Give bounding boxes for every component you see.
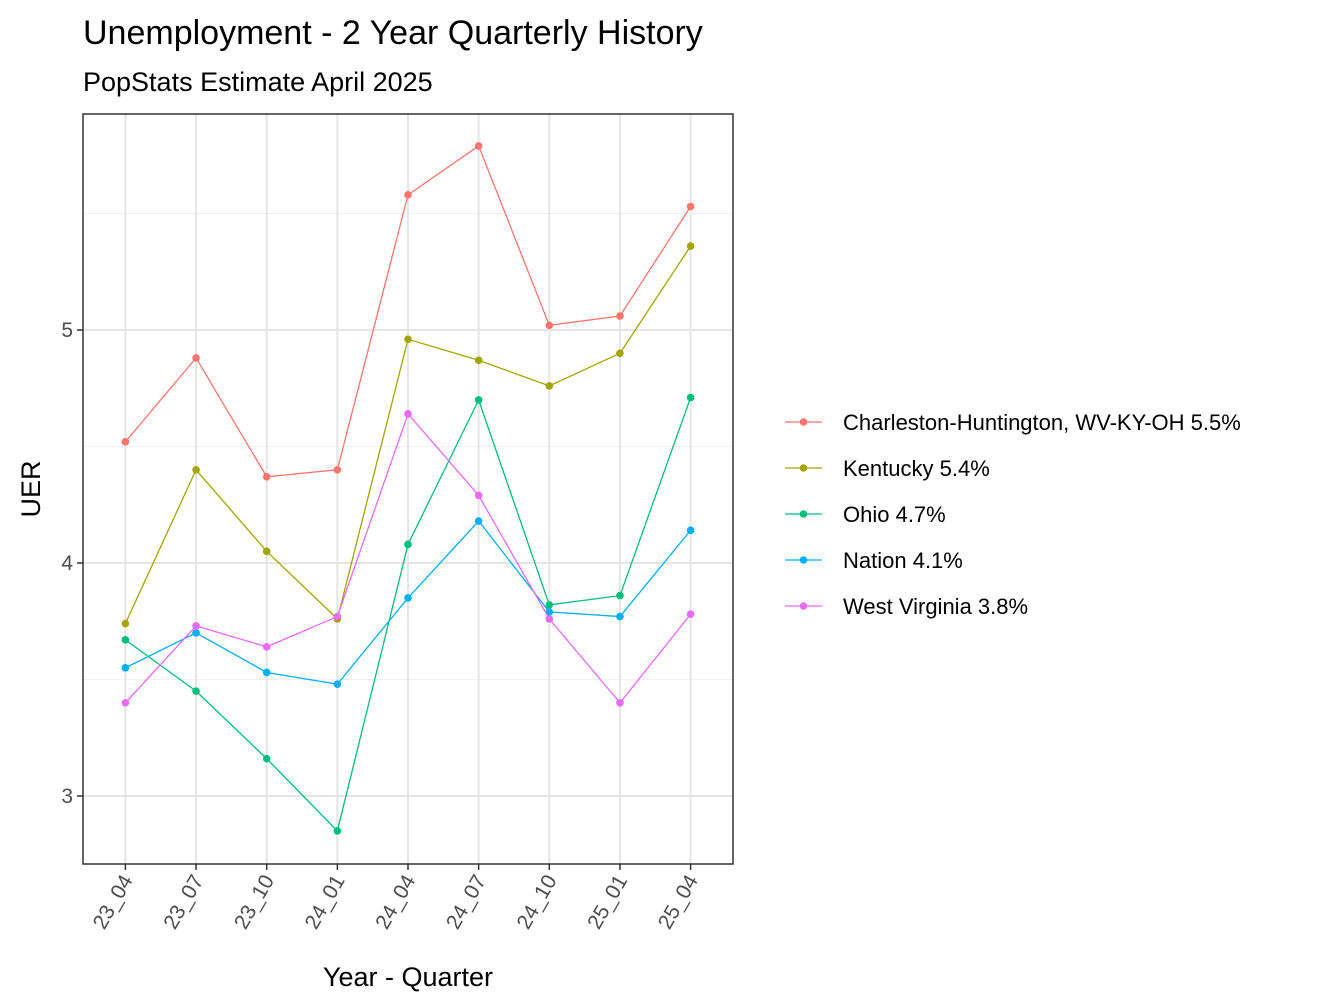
- data-point: [616, 612, 624, 621]
- data-point: [545, 382, 554, 390]
- data-point: [192, 465, 200, 474]
- data-point: [262, 472, 271, 481]
- data-point: [545, 608, 554, 616]
- data-point: [262, 754, 271, 763]
- data-point: [192, 354, 200, 362]
- legend-point: [799, 510, 808, 518]
- y-tick-label: 4: [61, 552, 73, 575]
- data-point: [474, 491, 483, 500]
- data-point: [616, 349, 624, 358]
- x-tick-label: 24_10: [513, 871, 562, 933]
- data-point: [474, 356, 483, 365]
- data-point: [474, 517, 483, 525]
- data-point: [686, 610, 695, 619]
- legend-point: [799, 418, 808, 426]
- data-point: [686, 202, 695, 211]
- data-point: [545, 601, 554, 609]
- legend-label: Charleston-Huntington, WV-KY-OH 5.5%: [843, 410, 1241, 435]
- legend-label: Ohio 4.7%: [843, 502, 946, 527]
- data-point: [121, 636, 130, 644]
- data-point: [545, 615, 554, 623]
- data-point: [616, 312, 624, 320]
- x-tick-label: 25_01: [583, 871, 632, 933]
- x-tick-label: 24_04: [371, 871, 420, 933]
- data-point: [404, 335, 412, 344]
- data-point: [192, 629, 200, 637]
- x-tick-label: 23_10: [230, 871, 279, 933]
- data-point: [121, 619, 130, 628]
- data-point: [333, 465, 342, 474]
- panel-border: [82, 113, 734, 865]
- data-point: [404, 594, 412, 602]
- data-point: [404, 191, 412, 199]
- data-point: [616, 698, 624, 707]
- x-tick-label: 24_01: [301, 871, 350, 933]
- x-tick-label: 23_04: [89, 871, 138, 933]
- data-point: [616, 591, 624, 600]
- data-point: [404, 410, 412, 418]
- data-point: [121, 664, 130, 672]
- legend-label: Nation 4.1%: [843, 548, 963, 573]
- y-tick-label: 5: [61, 319, 73, 342]
- legend-point: [799, 464, 808, 472]
- legend-point: [799, 556, 808, 564]
- data-point: [686, 242, 695, 250]
- data-point: [545, 321, 554, 330]
- x-tick-label: 23_07: [159, 871, 208, 933]
- legend-point: [799, 602, 808, 610]
- y-axis-label: UER: [16, 460, 46, 517]
- data-point: [686, 526, 695, 535]
- data-point: [333, 612, 342, 621]
- chart-subtitle: PopStats Estimate April 2025: [83, 67, 433, 97]
- data-point: [333, 827, 342, 835]
- data-point: [262, 668, 271, 677]
- chart-title: Unemployment - 2 Year Quarterly History: [83, 14, 703, 52]
- x-axis-label: Year - Quarter: [323, 962, 493, 992]
- data-point: [474, 396, 483, 404]
- data-point: [686, 393, 695, 402]
- data-point: [262, 643, 271, 651]
- data-point: [121, 698, 130, 707]
- data-point: [474, 142, 483, 150]
- x-tick-label: 24_07: [442, 871, 491, 933]
- legend-label: Kentucky 5.4%: [843, 456, 990, 481]
- data-point: [192, 687, 200, 695]
- x-tick-label: 25_04: [654, 871, 703, 933]
- legend: Charleston-Huntington, WV-KY-OH 5.5% Kent…: [785, 410, 1241, 619]
- data-point: [333, 680, 342, 688]
- data-point: [192, 622, 200, 630]
- data-point: [262, 547, 271, 556]
- series-layer: [121, 142, 695, 835]
- data-point: [121, 438, 130, 446]
- y-tick-label: 3: [61, 785, 73, 808]
- legend-label: West Virginia 3.8%: [843, 594, 1028, 619]
- data-point: [404, 540, 412, 549]
